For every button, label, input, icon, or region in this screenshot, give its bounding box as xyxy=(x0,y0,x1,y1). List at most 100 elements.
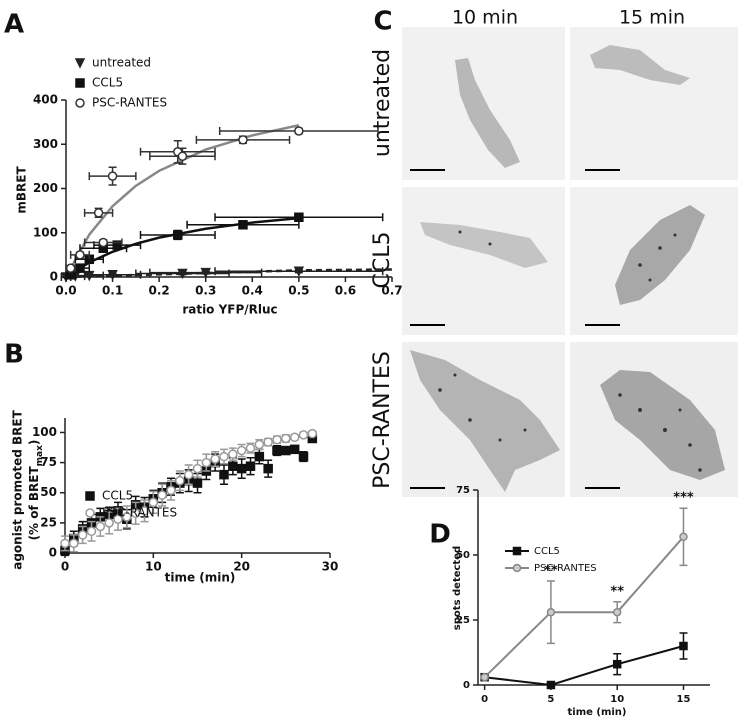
marker xyxy=(228,461,238,471)
y-axis-label-sub: max xyxy=(35,445,45,466)
legend-label: untreated xyxy=(92,56,151,70)
y-tick-label: 75 xyxy=(40,455,57,469)
y-tick-label: 25 xyxy=(456,615,470,626)
x-tick-label: 5 xyxy=(547,694,554,705)
marker xyxy=(272,445,282,456)
marker xyxy=(228,449,238,459)
marker xyxy=(107,270,118,281)
scale-bars xyxy=(410,169,620,489)
marker xyxy=(236,445,247,456)
y-tick-label: 200 xyxy=(33,181,58,195)
marker xyxy=(210,454,220,464)
marker xyxy=(148,497,159,508)
marker xyxy=(546,680,556,690)
x-tick-label: 0 xyxy=(481,694,488,705)
column-label: 15 min xyxy=(619,7,685,29)
cell xyxy=(615,205,705,305)
image-grid xyxy=(402,27,738,497)
x-tick-label: 0.0 xyxy=(55,284,76,298)
legend-label: CCL5 xyxy=(102,489,133,503)
legend-label: CCL5 xyxy=(92,76,123,90)
marker xyxy=(298,430,309,440)
marker xyxy=(293,266,305,277)
marker xyxy=(69,538,79,549)
y-axis-label-part: ) xyxy=(27,440,41,445)
marker xyxy=(201,457,212,468)
marker xyxy=(219,451,229,462)
marker xyxy=(122,512,132,522)
panel-letter: A xyxy=(4,10,24,40)
marker xyxy=(294,212,304,223)
marker xyxy=(113,514,123,524)
legend-marker xyxy=(75,78,85,88)
x-tick-label: 10 xyxy=(610,694,624,705)
significance-label: *** xyxy=(673,491,694,506)
y-tick-label: 100 xyxy=(33,225,58,239)
legend-label: PSC-RANTES xyxy=(534,563,597,574)
x-tick-label: 0 xyxy=(61,560,69,574)
marker xyxy=(238,220,248,230)
marker xyxy=(177,151,188,161)
series-line xyxy=(483,536,685,678)
marker xyxy=(263,463,273,474)
legend-marker xyxy=(85,508,95,518)
marker xyxy=(679,641,688,651)
marker xyxy=(546,607,556,617)
y-axis-label: (% of BRETmax) xyxy=(27,440,45,541)
marker xyxy=(130,508,141,518)
row-label: CCL5 xyxy=(370,232,395,289)
y-tick-label: 25 xyxy=(40,515,57,529)
y-tick-label: 0 xyxy=(463,680,470,691)
y-axis-label: spots detected xyxy=(452,546,463,630)
y-tick-label: 100 xyxy=(32,425,57,439)
x-tick-label: 15 xyxy=(677,694,691,705)
x-tick-label: 0.3 xyxy=(195,284,216,298)
marker xyxy=(480,672,489,682)
marker xyxy=(219,469,229,480)
marker xyxy=(294,126,304,136)
marker xyxy=(77,530,88,540)
marker xyxy=(612,659,622,669)
marker xyxy=(272,434,282,445)
y-axis-label: mBRET xyxy=(15,166,29,214)
marker xyxy=(98,237,109,248)
x-tick-label: 0.6 xyxy=(335,284,356,298)
image xyxy=(570,27,738,180)
marker xyxy=(157,490,167,500)
marker xyxy=(65,263,76,273)
cell xyxy=(420,222,548,268)
marker xyxy=(192,478,203,488)
x-axis-label: time (min) xyxy=(568,707,627,718)
marker xyxy=(289,444,300,455)
marker xyxy=(263,437,273,447)
marker xyxy=(612,607,622,617)
marker xyxy=(289,432,300,443)
marker xyxy=(93,208,104,218)
legend-label: CCL5 xyxy=(534,546,560,557)
marker xyxy=(84,270,95,282)
x-axis-label: ratio YFP/Rluc xyxy=(182,303,277,317)
marker xyxy=(307,428,318,439)
marker xyxy=(281,433,291,444)
row-label: untreated xyxy=(370,49,395,157)
y-tick-label: 50 xyxy=(40,485,57,499)
cell xyxy=(455,58,520,168)
marker xyxy=(245,461,256,471)
row-label: PSC-RANTES xyxy=(370,351,395,489)
x-tick-label: 0.1 xyxy=(102,284,123,298)
x-tick-label: 30 xyxy=(322,560,339,574)
x-tick-label: 10 xyxy=(145,560,162,574)
column-label: 10 min xyxy=(452,7,518,29)
marker xyxy=(192,463,203,474)
cell xyxy=(410,350,560,492)
legend-marker xyxy=(512,546,522,556)
marker xyxy=(75,250,85,260)
marker xyxy=(86,526,97,537)
cell xyxy=(590,45,690,85)
spots xyxy=(438,230,702,472)
legend-marker xyxy=(512,563,522,573)
marker xyxy=(75,263,85,273)
marker xyxy=(173,230,183,240)
marker xyxy=(60,538,70,549)
